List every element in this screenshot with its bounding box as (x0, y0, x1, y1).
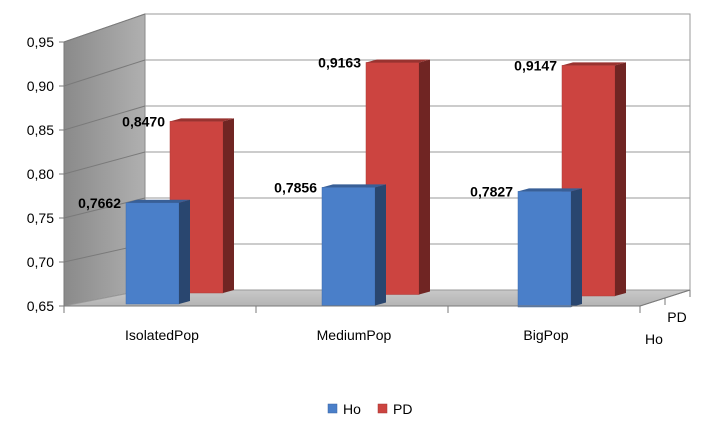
bar-ho-mediumpop (321, 184, 386, 306)
data-label-pd: 0,9147 (514, 57, 557, 73)
bar-front (321, 187, 376, 306)
gridline-side (63, 151, 146, 175)
data-label-ho: 0,7856 (274, 179, 317, 195)
data-label-pd: 0,8470 (122, 113, 165, 129)
bar-ho-isolatedpop (125, 199, 190, 305)
y-tick-label: 0,95 (27, 34, 54, 50)
bar-top (322, 184, 386, 188)
gridline-side (63, 13, 146, 43)
bar-top (562, 62, 626, 66)
bar-side (615, 62, 626, 297)
x-axis: IsolatedPop MediumPop BigPop (63, 305, 641, 343)
bar-top (126, 199, 190, 203)
bar-side (223, 118, 234, 293)
depth-tick-label: PD (667, 309, 686, 325)
bar-side (571, 188, 582, 307)
x-tick-label: MediumPop (317, 327, 392, 343)
x-tick-label: IsolatedPop (125, 327, 199, 343)
legend-swatch-ho (327, 403, 338, 414)
data-label-ho: 0,7827 (470, 183, 513, 199)
data-label-ho: 0,7662 (78, 195, 121, 211)
bar-top (170, 118, 234, 122)
bar-top (366, 59, 430, 63)
data-label-pd: 0,9163 (318, 54, 361, 70)
y-tick-label: 0,75 (27, 210, 54, 226)
bar-ho-bigpop (517, 188, 582, 308)
legend-swatch-pd (377, 403, 388, 414)
bar-front (125, 202, 180, 305)
bar-front (517, 191, 572, 308)
y-tick-label: 0,70 (27, 254, 54, 270)
legend: Ho PD (327, 401, 412, 417)
data-labels: 0,8470 0,9163 0,9147 0,7662 0,7856 0,7827 (78, 54, 557, 210)
bars (125, 59, 626, 308)
legend-label-ho: Ho (343, 401, 361, 417)
bar-top (518, 188, 582, 192)
depth-tick-label: Ho (645, 331, 663, 347)
bar-side (419, 59, 430, 295)
bar-side (179, 199, 190, 304)
y-tick-label: 0,85 (27, 122, 54, 138)
legend-label-pd: PD (393, 401, 412, 417)
y-tick-label: 0,65 (27, 298, 54, 314)
y-tick-label: 0,80 (27, 166, 54, 182)
gridline-side (63, 105, 146, 131)
gridline-side (63, 59, 146, 87)
y-axis: 0,65 0,70 0,75 0,80 0,85 0,90 0,95 (27, 34, 65, 314)
x-tick-label: BigPop (523, 327, 568, 343)
bar-side (375, 184, 386, 306)
y-tick-label: 0,90 (27, 78, 54, 94)
